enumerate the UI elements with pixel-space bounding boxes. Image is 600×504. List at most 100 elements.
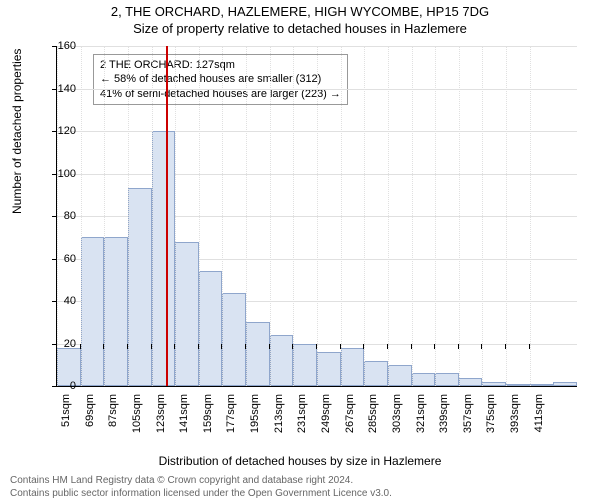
histogram-bar	[104, 237, 128, 386]
ytick-label: 0	[50, 380, 76, 392]
gridline-v	[482, 46, 483, 386]
page-title-2: Size of property relative to detached ho…	[0, 21, 600, 36]
ytick-label: 20	[50, 338, 76, 350]
xtick-label: 87sqm	[107, 394, 119, 427]
xtick-label: 321sqm	[415, 394, 427, 433]
xtick-mark	[221, 344, 222, 349]
xtick-label: 159sqm	[202, 394, 214, 433]
gridline-v	[317, 46, 318, 386]
xtick-label: 393sqm	[509, 394, 521, 433]
xtick-label: 195sqm	[249, 394, 261, 433]
histogram-bar	[270, 335, 294, 386]
gridline-v	[388, 46, 389, 386]
xtick-mark	[387, 344, 388, 349]
xtick-label: 249sqm	[320, 394, 332, 433]
xtick-mark	[127, 344, 128, 349]
xtick-label: 267sqm	[344, 394, 356, 433]
xtick-label: 141sqm	[178, 394, 190, 433]
histogram-bar	[364, 361, 388, 387]
xtick-label: 411sqm	[533, 394, 545, 432]
xtick-label: 213sqm	[273, 394, 285, 433]
histogram-bar	[317, 352, 341, 386]
footer-line: Contains HM Land Registry data © Crown c…	[10, 475, 392, 488]
ytick-label: 120	[50, 125, 76, 137]
histogram-bar	[553, 382, 577, 386]
histogram-bar	[199, 271, 223, 386]
gridline-v	[506, 46, 507, 386]
xtick-label: 303sqm	[391, 394, 403, 433]
ytick-label: 100	[50, 168, 76, 180]
gridline-v	[293, 46, 294, 386]
histogram-bar	[246, 322, 270, 386]
histogram-bar	[412, 373, 436, 386]
xtick-mark	[151, 344, 152, 349]
histogram-bar	[459, 378, 483, 387]
histogram-bar	[435, 373, 459, 386]
gridline-v	[246, 46, 247, 386]
xtick-mark	[481, 344, 482, 349]
annotation-box: 2 THE ORCHARD: 127sqm ← 58% of detached …	[93, 54, 348, 105]
xtick-label: 69sqm	[84, 394, 96, 427]
xtick-mark	[80, 344, 81, 349]
gridline-v	[270, 46, 271, 386]
histogram-bar	[128, 188, 152, 386]
xtick-mark	[458, 344, 459, 349]
xtick-mark	[316, 344, 317, 349]
xtick-mark	[269, 344, 270, 349]
annotation-line: 2 THE ORCHARD: 127sqm	[100, 58, 341, 72]
ytick-label: 140	[50, 83, 76, 95]
gridline-v	[341, 46, 342, 386]
xtick-label: 105sqm	[131, 394, 143, 433]
xtick-mark	[340, 344, 341, 349]
reference-line	[166, 46, 168, 386]
xtick-mark	[56, 344, 57, 349]
gridline-v	[175, 46, 176, 386]
gridline-v	[364, 46, 365, 386]
chart-area: 2 THE ORCHARD: 127sqm ← 58% of detached …	[56, 46, 576, 426]
ytick-label: 160	[50, 40, 76, 52]
gridline-v	[435, 46, 436, 386]
xtick-label: 357sqm	[462, 394, 474, 433]
y-axis-label: Number of detached properties	[10, 49, 24, 214]
histogram-bar	[506, 384, 530, 386]
xtick-mark	[174, 344, 175, 349]
histogram-bar	[293, 344, 317, 387]
xtick-mark	[103, 344, 104, 349]
page-title-1: 2, THE ORCHARD, HAZLEMERE, HIGH WYCOMBE,…	[0, 4, 600, 19]
xtick-label: 51sqm	[60, 394, 72, 427]
footer: Contains HM Land Registry data © Crown c…	[10, 475, 392, 500]
xtick-label: 375sqm	[485, 394, 497, 433]
xtick-label: 339sqm	[438, 394, 450, 433]
xtick-label: 285sqm	[367, 394, 379, 433]
gridline-v	[222, 46, 223, 386]
ytick-label: 60	[50, 253, 76, 265]
footer-line: Contains public sector information licen…	[10, 488, 392, 501]
xtick-mark	[245, 344, 246, 349]
xtick-mark	[292, 344, 293, 349]
histogram-bar	[152, 131, 176, 386]
x-axis-label: Distribution of detached houses by size …	[0, 454, 600, 468]
gridline-v	[459, 46, 460, 386]
gridline-v	[412, 46, 413, 386]
xtick-mark	[363, 344, 364, 349]
xtick-mark	[411, 344, 412, 349]
xtick-label: 177sqm	[225, 394, 237, 433]
histogram-bar	[341, 348, 365, 386]
gridline-v	[81, 46, 82, 386]
xtick-mark	[529, 344, 530, 349]
plot-region: 2 THE ORCHARD: 127sqm ← 58% of detached …	[56, 46, 577, 387]
histogram-bar	[388, 365, 412, 386]
ytick-label: 40	[50, 295, 76, 307]
gridline-v	[530, 46, 531, 386]
gridline-v	[128, 46, 129, 386]
histogram-bar	[482, 382, 506, 386]
xtick-mark	[505, 344, 506, 349]
histogram-bar	[530, 384, 554, 386]
histogram-bar	[222, 293, 246, 387]
xtick-mark	[434, 344, 435, 349]
ytick-label: 80	[50, 210, 76, 222]
gridline-v	[104, 46, 105, 386]
xtick-label: 231sqm	[296, 394, 308, 433]
xtick-label: 123sqm	[155, 394, 167, 433]
histogram-bar	[175, 242, 199, 387]
